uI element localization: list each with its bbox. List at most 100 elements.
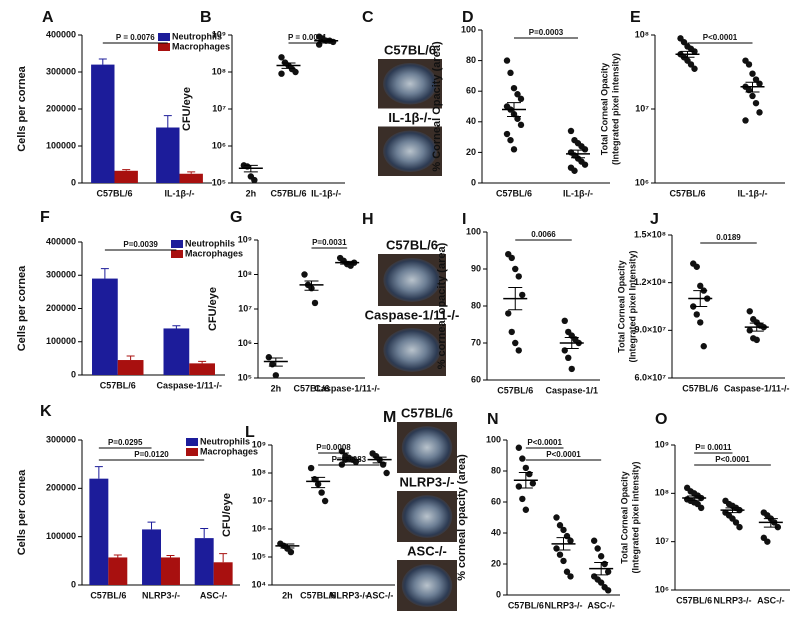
legend-label: Macrophages: [172, 41, 230, 51]
data-point: [581, 146, 589, 153]
data-point: [563, 568, 571, 575]
bar: [213, 562, 233, 585]
x-tick-label: C57BL/6: [669, 188, 705, 198]
x-tick-label: C57BL/6: [100, 380, 136, 390]
data-point: [517, 121, 525, 129]
data-point: [736, 523, 743, 531]
panel-letter: D: [462, 9, 474, 26]
sem-bar: [745, 81, 760, 93]
data-point: [383, 469, 390, 477]
data-point: [507, 136, 514, 144]
y-tick-label: 200000: [46, 303, 76, 313]
sem-bar: [693, 290, 708, 307]
panel: M C57BL/6 NLRP3-/- ASC-/-: [383, 405, 457, 611]
panel-letter: J: [650, 211, 659, 228]
bar: [163, 328, 190, 375]
y-tick-label: 100: [466, 226, 481, 236]
data-point: [301, 271, 308, 278]
significance-label: 0.0189: [716, 233, 741, 242]
data-point: [745, 61, 753, 68]
y-tick-label: 400000: [46, 236, 76, 246]
legend-swatch: [158, 33, 170, 41]
photo-label: IL-1β-/-: [388, 110, 431, 125]
bar: [114, 170, 138, 183]
y-tick-label: 10⁸: [212, 66, 226, 76]
photo-label: Caspase-1/11-/-: [365, 307, 460, 322]
x-tick-label: C57BL/6: [300, 590, 336, 600]
y-tick-label: 60: [466, 86, 476, 96]
data-point: [693, 263, 700, 270]
error-bar: [98, 58, 107, 65]
panel: A 0 100000 200000 300000 400000 Cells per corn…: [16, 9, 230, 198]
data-point: [560, 557, 567, 565]
data-point: [379, 461, 387, 468]
panel-letter: C: [362, 9, 374, 26]
sem-bar: [268, 357, 283, 367]
sem-bar: [341, 457, 356, 463]
significance-label: P = 0.0076: [116, 33, 155, 42]
data-point: [519, 291, 526, 299]
y-tick-label: 10⁷: [212, 103, 226, 113]
y-tick-label: 100: [461, 24, 476, 34]
error-bar: [219, 553, 228, 563]
legend-swatch: [171, 240, 183, 248]
cornea: [401, 564, 453, 607]
y-tick-label: 20: [491, 558, 501, 568]
x-tick-label: IL-1β-/-: [738, 188, 768, 198]
y-tick-label: 20: [466, 147, 476, 157]
data-point: [597, 553, 605, 560]
data-point: [278, 70, 285, 77]
data-point: [568, 365, 575, 373]
cornea: [383, 130, 437, 173]
y-tick-label: 200000: [46, 103, 76, 113]
y-tick-label: 1.2×10⁸: [634, 277, 666, 287]
error-bar: [163, 115, 172, 128]
data-point: [700, 343, 707, 350]
data-point: [556, 522, 564, 529]
data-point: [560, 526, 567, 534]
error-bar: [200, 527, 209, 539]
data-point: [515, 483, 523, 490]
sem-bar: [280, 543, 295, 549]
data-point: [318, 489, 325, 496]
y-tick-label: 10⁵: [212, 177, 226, 187]
data-point: [746, 327, 753, 334]
sem-bar: [571, 149, 585, 159]
y-tick-label: 0: [71, 369, 76, 379]
y-tick-label: 10⁵: [252, 551, 266, 561]
y-tick-label: 300000: [46, 66, 76, 76]
data-point: [265, 354, 273, 361]
data-point: [321, 497, 329, 505]
x-tick-label: ASC-/-: [587, 600, 615, 610]
significance-label: P=0.0003: [529, 28, 564, 37]
bar: [92, 278, 118, 375]
panel-letter: H: [362, 211, 374, 228]
bar: [156, 127, 180, 183]
data-point: [553, 545, 560, 552]
data-point: [505, 310, 512, 317]
cornea: [383, 328, 441, 372]
y-tick-label: 10⁹: [238, 234, 252, 244]
legend-label: Macrophages: [200, 446, 258, 456]
data-point: [756, 80, 763, 87]
sem-bar: [304, 280, 319, 291]
legend-label: Macrophages: [185, 248, 243, 258]
y-tick-label: 6.0×10⁷: [635, 372, 667, 382]
x-tick-label: C57BL/6: [270, 188, 306, 198]
sem-bar: [340, 260, 355, 265]
x-tick-label: C57BL/6: [682, 383, 718, 393]
y-tick-label: 80: [466, 55, 476, 65]
x-tick-label: Caspase-1/11-/-: [156, 380, 222, 390]
y-axis-label: CFU/eye: [181, 87, 193, 131]
y-tick-label: 10⁶: [212, 140, 226, 150]
significance-label: 0.0066: [531, 230, 556, 239]
data-point: [749, 92, 756, 100]
legend-label: Neutrophils: [172, 31, 222, 41]
sem-bar: [594, 561, 609, 576]
significance-label: P = 0.0001: [288, 33, 327, 42]
x-tick-label: C57BL/6: [293, 383, 329, 393]
data-point: [515, 444, 523, 451]
y-axis-label: Total Corneal Opacity: [616, 260, 626, 352]
bar: [189, 363, 215, 375]
x-tick-label: ASC-/-: [366, 590, 394, 600]
